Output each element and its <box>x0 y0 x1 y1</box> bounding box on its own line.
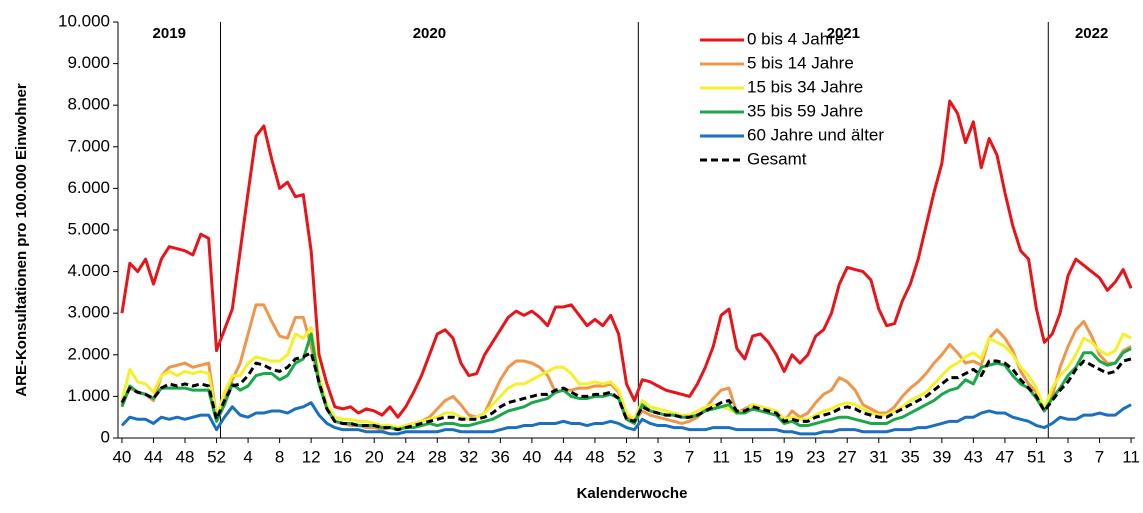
year-label: 2020 <box>413 25 446 42</box>
x-tick-label: 32 <box>459 447 478 466</box>
x-tick-label: 11 <box>712 447 730 466</box>
y-tick-label: 1.000 <box>67 386 110 405</box>
x-tick-label: 3 <box>653 447 662 466</box>
x-tick-label: 7 <box>1095 447 1104 466</box>
y-tick-label: 8.000 <box>67 95 110 114</box>
x-tick-label: 3 <box>1063 447 1072 466</box>
y-tick-label: 2.000 <box>67 344 110 363</box>
x-tick-label: 48 <box>586 447 605 466</box>
x-tick-label: 15 <box>743 447 762 466</box>
x-tick-label: 16 <box>333 447 352 466</box>
year-label: 2021 <box>827 25 860 42</box>
x-tick-label: 43 <box>964 447 983 466</box>
x-tick-label: 52 <box>207 447 226 466</box>
legend-label: 35 bis 59 Jahre <box>747 101 863 120</box>
x-tick-label: 7 <box>685 447 694 466</box>
x-tick-label: 44 <box>554 447 573 466</box>
year-label: 2019 <box>153 25 186 42</box>
series-line <box>120 99 1133 419</box>
x-tick-label: 20 <box>365 447 384 466</box>
x-tick-label: 27 <box>838 447 857 466</box>
x-tick-label: 39 <box>932 447 951 466</box>
y-tick-label: 5.000 <box>67 219 110 238</box>
x-tick-label: 23 <box>806 447 825 466</box>
x-tick-label: 12 <box>302 447 321 466</box>
x-tick-label: 36 <box>491 447 510 466</box>
y-tick-label: 4.000 <box>67 261 110 280</box>
series-line <box>120 351 1132 432</box>
x-tick-label: 4 <box>243 447 252 466</box>
x-tick-label: 28 <box>428 447 447 466</box>
x-tick-label: 24 <box>396 447 415 466</box>
legend-label: 0 bis 4 Jahre <box>747 29 844 48</box>
x-tick-label: 40 <box>112 447 131 466</box>
x-tick-label: 19 <box>775 447 794 466</box>
y-tick-label: 9.000 <box>67 53 110 72</box>
year-label: 2022 <box>1075 25 1108 42</box>
legend-label: 5 bis 14 Jahre <box>747 53 854 72</box>
x-tick-label: 11 <box>1122 447 1140 466</box>
y-tick-label: 0 <box>101 427 110 446</box>
x-tick-label: 31 <box>869 447 888 466</box>
series-line <box>120 332 1132 432</box>
series-line <box>120 326 1132 430</box>
x-tick-label: 47 <box>995 447 1014 466</box>
x-tick-label: 35 <box>901 447 920 466</box>
y-axis-title: ARE-Konsultationen pro 100.000 Einwohner <box>13 83 30 397</box>
x-tick-label: 8 <box>275 447 284 466</box>
x-tick-label: 52 <box>617 447 636 466</box>
x-tick-label: 48 <box>176 447 195 466</box>
legend-label: Gesamt <box>747 149 807 168</box>
y-tick-label: 10.000 <box>58 11 110 30</box>
y-tick-label: 3.000 <box>67 303 110 322</box>
x-tick-label: 44 <box>144 447 163 466</box>
y-tick-label: 6.000 <box>67 178 110 197</box>
legend-label: 60 Jahre und älter <box>747 125 884 144</box>
x-tick-label: 40 <box>522 447 541 466</box>
x-axis-title: Kalenderwoche <box>577 485 688 502</box>
legend-label: 15 bis 34 Jahre <box>747 77 863 96</box>
series-line <box>120 401 1132 436</box>
x-tick-label: 51 <box>1027 447 1046 466</box>
y-tick-label: 7.000 <box>67 136 110 155</box>
